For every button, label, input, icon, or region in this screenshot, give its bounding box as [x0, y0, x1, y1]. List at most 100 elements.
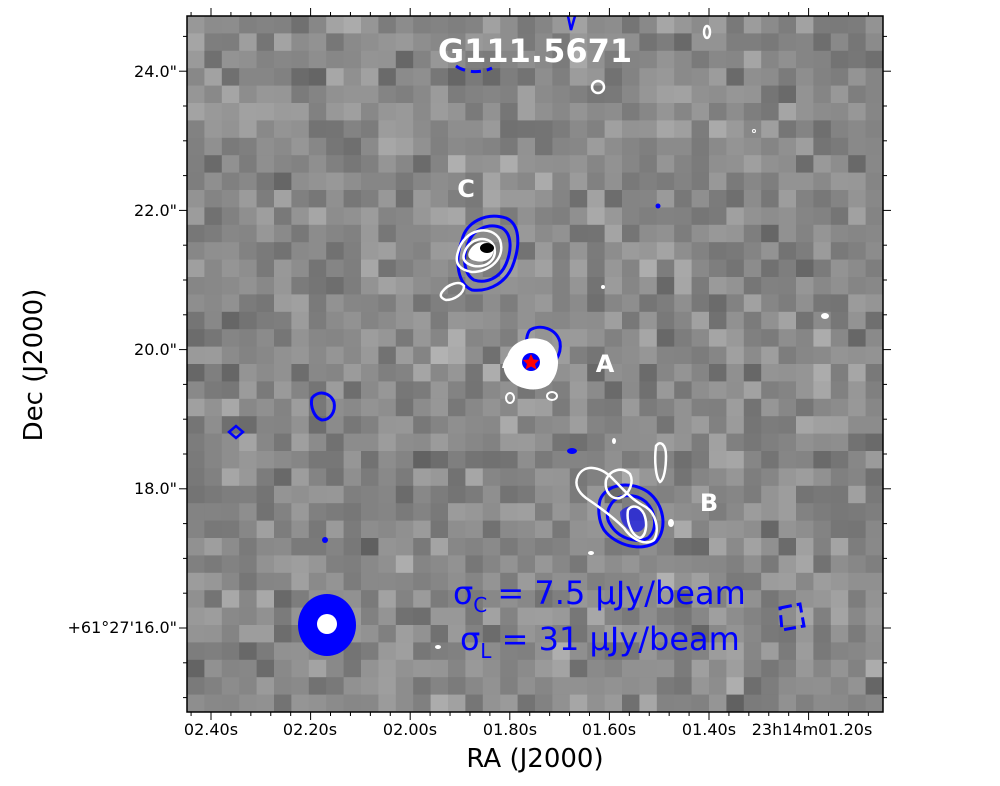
image-pixel	[465, 398, 484, 417]
image-pixel	[361, 572, 379, 591]
image-pixel	[448, 520, 466, 539]
image-pixel	[204, 607, 223, 626]
image-pixel	[709, 155, 727, 174]
image-pixel	[604, 259, 623, 278]
image-pixel	[221, 625, 240, 643]
image-pixel	[674, 311, 693, 330]
image-pixel	[813, 381, 832, 400]
image-pixel	[256, 416, 275, 435]
image-pixel	[326, 294, 345, 313]
image-pixel	[761, 433, 780, 452]
image-pixel	[622, 294, 640, 313]
image-pixel	[813, 694, 832, 712]
image-pixel	[848, 68, 867, 87]
image-pixel	[291, 503, 310, 522]
image-pixel	[796, 103, 814, 121]
image-pixel	[622, 677, 640, 696]
image-pixel	[378, 16, 397, 34]
image-pixel	[726, 607, 745, 626]
image-pixel	[830, 120, 849, 139]
image-pixel	[395, 590, 414, 609]
image-pixel	[656, 120, 675, 139]
image-pixel	[656, 16, 675, 34]
image-pixel	[274, 677, 292, 696]
image-pixel	[395, 33, 414, 52]
image-pixel	[813, 224, 832, 243]
image-pixel	[378, 451, 397, 469]
image-pixel	[691, 572, 710, 591]
image-pixel	[465, 520, 484, 539]
image-pixel	[517, 590, 536, 609]
image-pixel	[691, 433, 710, 452]
image-pixel	[552, 572, 571, 591]
image-pixel	[500, 642, 519, 661]
image-pixel	[256, 294, 275, 313]
image-pixel	[830, 137, 849, 156]
image-pixel	[865, 520, 883, 539]
image-pixel	[308, 451, 327, 469]
image-pixel	[430, 16, 449, 34]
image-pixel	[709, 103, 727, 121]
image-pixel	[656, 694, 675, 712]
image-pixel	[308, 68, 327, 87]
image-pixel	[569, 607, 588, 626]
image-pixel	[361, 33, 379, 52]
image-pixel	[291, 329, 310, 348]
image-pixel	[709, 294, 727, 313]
image-pixel	[239, 50, 258, 69]
image-pixel	[256, 190, 275, 208]
image-pixel	[430, 190, 449, 208]
image-pixel	[308, 207, 327, 226]
image-pixel	[465, 694, 484, 712]
image-pixel	[187, 416, 205, 435]
image-pixel	[535, 642, 553, 661]
image-pixel	[743, 85, 762, 104]
image-pixel	[535, 190, 553, 208]
image-pixel	[726, 677, 745, 696]
image-pixel	[865, 538, 883, 556]
image-pixel	[813, 520, 832, 539]
image-pixel	[256, 468, 275, 487]
image-pixel	[221, 259, 240, 278]
image-pixel	[535, 68, 553, 87]
image-pixel	[796, 207, 814, 226]
image-pixel	[535, 451, 553, 469]
image-pixel	[622, 259, 640, 278]
image-pixel	[865, 677, 883, 696]
image-pixel	[221, 451, 240, 469]
image-pixel	[482, 503, 501, 522]
image-pixel	[326, 85, 345, 104]
image-pixel	[656, 555, 675, 574]
image-pixel	[361, 311, 379, 330]
image-pixel	[430, 659, 449, 678]
image-pixel	[587, 329, 606, 348]
image-pixel	[674, 137, 693, 156]
image-pixel	[239, 137, 258, 156]
image-pixel	[291, 242, 310, 261]
scattered-contours	[227, 16, 829, 649]
image-pixel	[691, 590, 710, 609]
image-pixel	[552, 172, 571, 191]
image-pixel	[743, 607, 762, 626]
image-pixel	[291, 398, 310, 417]
image-pixel	[796, 381, 814, 400]
image-pixel	[552, 485, 571, 504]
image-pixel	[274, 68, 292, 87]
image-pixel	[482, 642, 501, 661]
image-pixel	[709, 311, 727, 330]
image-pixel	[361, 259, 379, 278]
image-pixel	[569, 103, 588, 121]
image-pixel	[691, 625, 710, 643]
image-pixel	[482, 120, 501, 139]
image-pixel	[256, 277, 275, 295]
image-pixel	[535, 242, 553, 261]
image-pixel	[448, 433, 466, 452]
image-pixel	[204, 590, 223, 609]
image-pixel	[482, 103, 501, 121]
image-pixel	[656, 33, 675, 52]
image-pixel	[761, 68, 780, 87]
image-pixel	[604, 224, 623, 243]
image-pixel	[343, 503, 362, 522]
image-pixel	[256, 625, 275, 643]
image-pixel	[308, 120, 327, 139]
